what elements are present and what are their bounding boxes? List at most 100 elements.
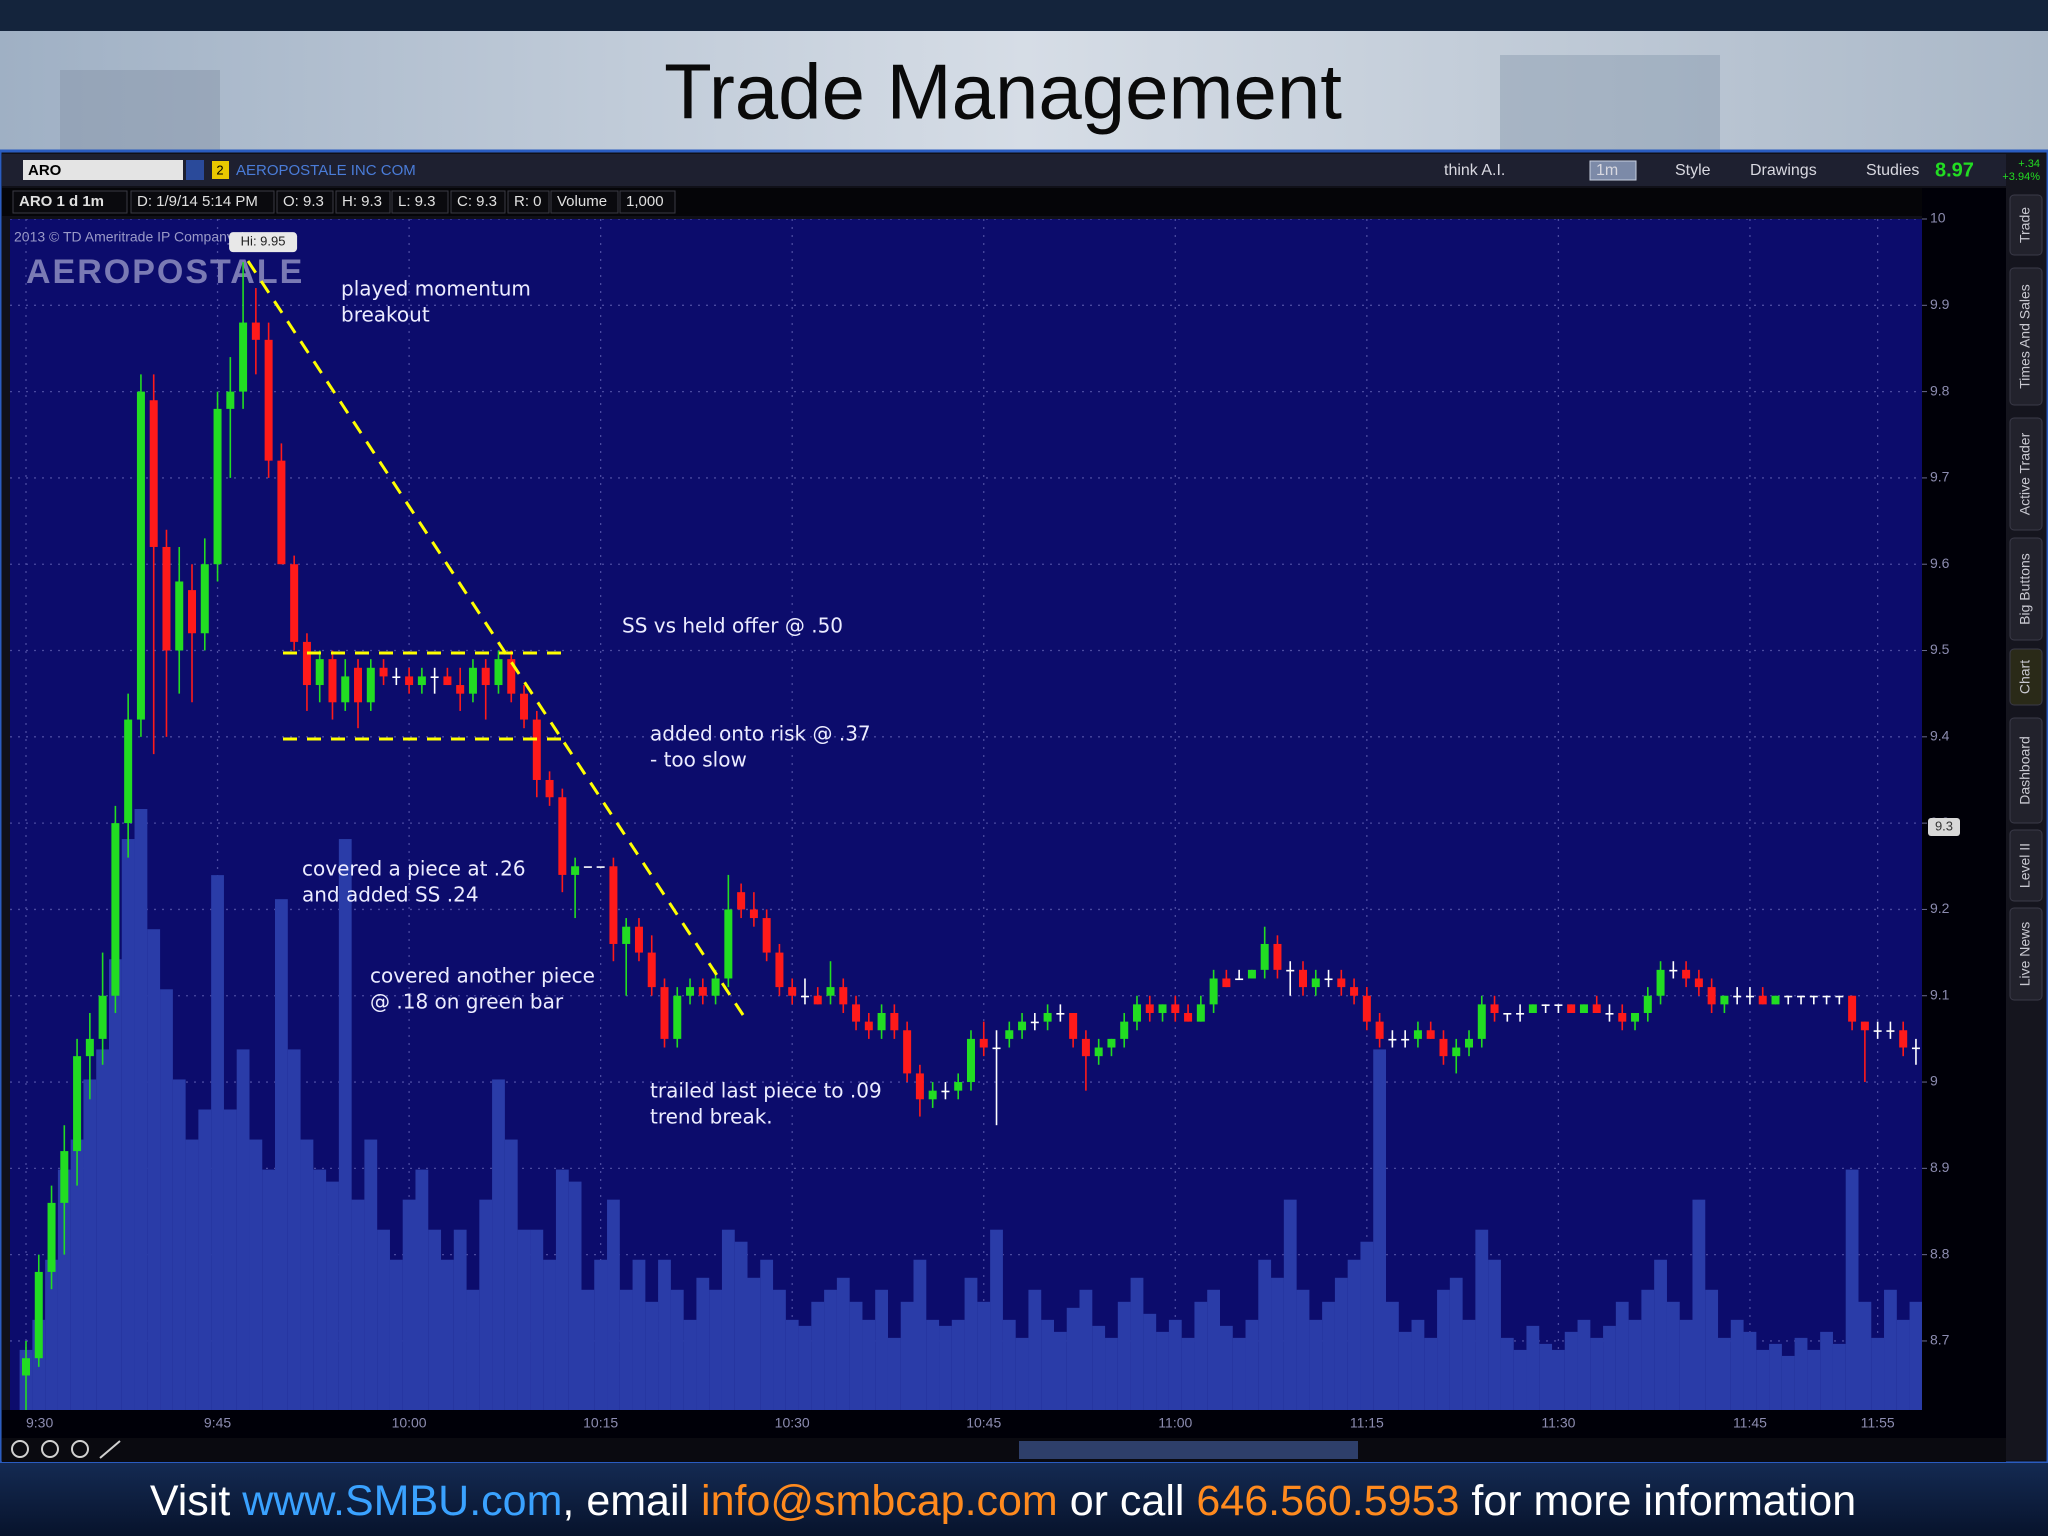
high-label-box — [229, 232, 298, 253]
info-cell — [391, 190, 449, 214]
volume-bar — [1373, 1049, 1387, 1410]
side-tab[interactable] — [2009, 648, 2043, 706]
candle-body — [1413, 1030, 1422, 1039]
volume-bar — [160, 989, 173, 1410]
volume-bar — [1334, 1277, 1348, 1410]
volume-bar — [939, 1325, 952, 1410]
side-tab[interactable] — [2009, 417, 2043, 531]
y-tick-label: 8.8 — [1930, 1245, 1950, 1261]
side-tab[interactable] — [2009, 717, 2043, 824]
side-tab[interactable] — [2009, 907, 2043, 1001]
candle-body — [111, 823, 120, 996]
volume-bar — [415, 1169, 429, 1410]
toolbar-item[interactable]: Style — [1675, 162, 1711, 179]
candle-body — [1579, 1004, 1588, 1013]
candle-body — [609, 866, 618, 944]
volume-bar — [543, 1259, 556, 1410]
x-tick-label: 11:45 — [1733, 1415, 1767, 1431]
volume-bar — [57, 1169, 71, 1410]
candle-body — [1030, 1021, 1039, 1024]
volume-bar — [402, 1199, 416, 1410]
candle-body — [852, 1004, 861, 1022]
candle-body — [1247, 969, 1256, 979]
volume-bar — [1207, 1289, 1221, 1410]
volume-bar — [453, 1229, 467, 1410]
volume-bar — [1705, 1289, 1719, 1410]
candle-body — [1018, 1021, 1027, 1031]
symbol-box[interactable] — [23, 160, 183, 180]
y-tick-label: 9.1 — [1930, 986, 1950, 1002]
plot: 2013 © TD Ameritrade IP Company, Inc.AER… — [10, 219, 1922, 1410]
info-cell — [619, 190, 676, 214]
draw-icon[interactable] — [99, 1440, 121, 1459]
volume-bar — [645, 1301, 659, 1410]
zoom-icon[interactable] — [11, 1440, 29, 1458]
candle-body — [583, 866, 592, 868]
toolbar-item[interactable]: 1m — [1596, 162, 1618, 179]
toolbar-item[interactable]: think A.I. — [1444, 162, 1505, 179]
side-tab-label[interactable]: Active Trader — [2017, 432, 2033, 515]
side-tab-label[interactable]: Live News — [2017, 922, 2033, 987]
toolbar-item[interactable]: Studies — [1866, 162, 1919, 179]
candle-body — [149, 400, 158, 547]
candle-body — [1299, 969, 1307, 988]
side-tab-label[interactable]: Dashboard — [2017, 736, 2033, 805]
candle-body — [85, 1038, 94, 1057]
scrollbar-thumb[interactable] — [1019, 1441, 1358, 1459]
info-cell — [450, 190, 506, 214]
candle-body — [1720, 995, 1729, 1005]
volume-bar — [1769, 1343, 1782, 1410]
volume-bar — [1884, 1289, 1897, 1410]
candle-body — [405, 676, 414, 686]
side-tab-label[interactable]: Big Buttons — [2017, 553, 2033, 625]
footer-part: , email — [562, 1477, 689, 1525]
volume-bar — [926, 1319, 940, 1410]
x-tick-label: 11:15 — [1350, 1415, 1384, 1431]
side-tab-label[interactable]: Trade — [2017, 207, 2033, 243]
footer-email[interactable]: info@smbcap.com — [701, 1477, 1058, 1525]
volume-bar — [1500, 1337, 1514, 1410]
volume-bar — [108, 959, 122, 1410]
volume-bar — [1590, 1337, 1604, 1410]
volume-bar — [990, 1229, 1003, 1410]
side-tab[interactable] — [2009, 267, 2043, 406]
volume-bar — [824, 1289, 837, 1410]
candle-body — [136, 391, 145, 720]
x-tick-label: 10:30 — [775, 1415, 810, 1431]
info-cell — [550, 190, 619, 214]
side-tab-label[interactable]: Level II — [2017, 843, 2033, 888]
volume-bar — [1909, 1301, 1922, 1410]
zoom-icon[interactable] — [71, 1440, 89, 1458]
banner-photo — [1500, 55, 1720, 150]
candle-body — [1758, 995, 1767, 1005]
side-tab-label[interactable]: Times And Sales — [2017, 284, 2033, 389]
x-tick-label: 11:00 — [1158, 1415, 1192, 1431]
toolbar-item[interactable]: Drawings — [1750, 162, 1817, 179]
volume-bar — [1743, 1331, 1757, 1410]
info-text: O: 9.3 — [283, 193, 324, 210]
footer-link[interactable]: www.SMBU.com — [241, 1477, 562, 1525]
candle-body — [1145, 1004, 1154, 1013]
volume-bar — [1105, 1337, 1118, 1410]
candle-body — [1860, 1021, 1869, 1031]
candle-body — [915, 1073, 924, 1100]
side-tab[interactable] — [2009, 829, 2043, 902]
change-pct: +3.94% — [2002, 171, 2040, 183]
side-tab-label[interactable]: Chart — [2017, 660, 2033, 694]
candle-body — [1873, 1030, 1882, 1032]
side-tab[interactable] — [2009, 194, 2043, 256]
volume-bar — [747, 1277, 761, 1410]
banner-photo — [60, 70, 220, 150]
high-label: Hi: 9.95 — [241, 234, 286, 249]
candle-body — [1056, 1013, 1065, 1015]
info-text: D: 1/9/14 5:14 PM — [137, 193, 258, 210]
side-tab[interactable] — [2009, 537, 2043, 641]
volume-bar — [1449, 1277, 1463, 1410]
volume-bar — [428, 1229, 442, 1410]
candle-body — [1235, 978, 1244, 981]
zoom-icon[interactable] — [41, 1440, 59, 1458]
candle-body — [1286, 969, 1295, 972]
candle-body — [826, 987, 835, 996]
volume-bar — [1322, 1301, 1335, 1410]
